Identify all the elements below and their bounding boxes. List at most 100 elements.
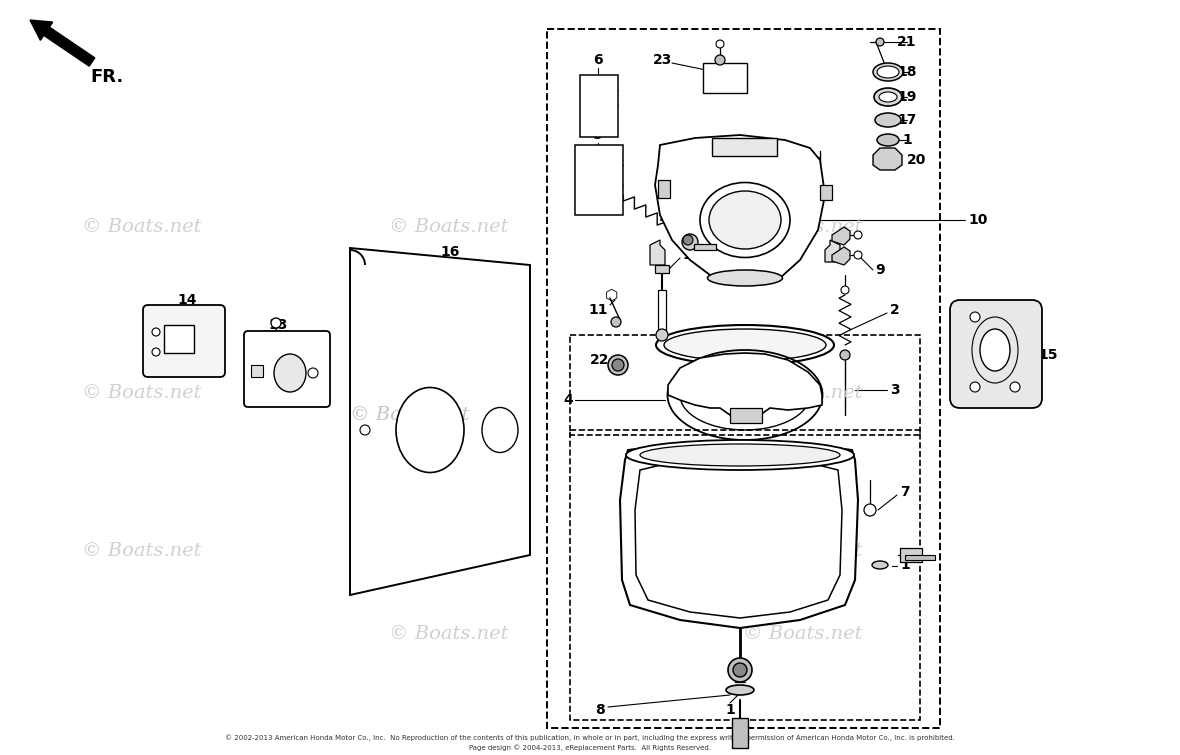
Polygon shape	[350, 248, 530, 595]
Text: 14: 14	[177, 293, 197, 307]
Text: © Boats.net: © Boats.net	[350, 406, 470, 424]
Bar	[164, 325, 194, 353]
Polygon shape	[825, 240, 840, 262]
Text: © Boats.net: © Boats.net	[742, 217, 863, 236]
Ellipse shape	[481, 408, 518, 452]
Ellipse shape	[396, 387, 464, 473]
Circle shape	[864, 504, 876, 516]
Bar	[570, 335, 920, 435]
Text: © Boats.net: © Boats.net	[742, 625, 863, 643]
Ellipse shape	[726, 685, 754, 695]
Bar	[730, 408, 762, 423]
Bar	[900, 548, 922, 562]
Text: 15: 15	[1038, 348, 1057, 362]
Text: 1: 1	[726, 703, 735, 717]
Circle shape	[854, 231, 863, 239]
Ellipse shape	[708, 270, 782, 286]
Ellipse shape	[627, 440, 854, 470]
Text: 18: 18	[897, 65, 917, 79]
Ellipse shape	[664, 329, 826, 361]
Text: © Boats.net: © Boats.net	[388, 625, 509, 643]
Text: 6: 6	[594, 53, 603, 67]
FancyBboxPatch shape	[950, 300, 1042, 408]
Text: © 2002-2013 American Honda Motor Co., Inc.  No Reproduction of the contents of t: © 2002-2013 American Honda Motor Co., In…	[225, 735, 955, 741]
Circle shape	[970, 312, 981, 322]
Circle shape	[733, 663, 747, 677]
Text: © Boats.net: © Boats.net	[742, 384, 863, 402]
Text: 16: 16	[440, 245, 460, 259]
Text: © Boats.net: © Boats.net	[81, 217, 202, 236]
Ellipse shape	[876, 113, 902, 127]
Text: 2: 2	[890, 303, 899, 317]
Text: © Boats.net: © Boats.net	[81, 384, 202, 402]
Ellipse shape	[656, 325, 834, 365]
Text: 22: 22	[590, 353, 610, 367]
Text: FR.: FR.	[90, 68, 123, 86]
Ellipse shape	[877, 134, 899, 146]
Text: 1: 1	[903, 133, 912, 147]
Circle shape	[841, 286, 848, 294]
Bar	[703, 63, 747, 93]
Circle shape	[840, 350, 850, 360]
Bar	[575, 145, 623, 215]
Bar	[905, 555, 935, 560]
Polygon shape	[668, 353, 822, 418]
Text: © Boats.net: © Boats.net	[388, 542, 509, 560]
Ellipse shape	[709, 191, 781, 249]
Text: 12: 12	[682, 248, 701, 262]
Text: 4: 4	[563, 393, 572, 407]
Ellipse shape	[981, 329, 1010, 371]
Circle shape	[715, 55, 725, 65]
Text: © Boats.net: © Boats.net	[388, 384, 509, 402]
Polygon shape	[650, 240, 666, 265]
Bar	[548, 29, 940, 728]
Circle shape	[360, 425, 371, 435]
Circle shape	[612, 359, 624, 371]
Circle shape	[728, 658, 752, 682]
Ellipse shape	[700, 183, 789, 257]
Text: 17: 17	[897, 113, 917, 127]
Polygon shape	[832, 227, 850, 245]
Circle shape	[1010, 382, 1020, 392]
Ellipse shape	[879, 92, 897, 102]
Bar	[820, 185, 832, 200]
Text: Page design © 2004-2013, eReplacement Parts.  All Rights Reserved.: Page design © 2004-2013, eReplacement Pa…	[468, 744, 712, 751]
Circle shape	[608, 355, 628, 375]
Circle shape	[683, 235, 693, 245]
FancyBboxPatch shape	[143, 305, 225, 377]
Ellipse shape	[874, 88, 902, 106]
Polygon shape	[832, 247, 850, 265]
Bar	[251, 365, 263, 377]
Text: 3: 3	[890, 383, 899, 397]
Circle shape	[152, 348, 160, 356]
Ellipse shape	[877, 66, 899, 78]
Polygon shape	[620, 440, 858, 628]
Bar	[732, 718, 748, 748]
Bar	[694, 244, 716, 250]
Text: 23: 23	[653, 53, 671, 67]
Text: © Boats.net: © Boats.net	[388, 217, 509, 236]
Circle shape	[308, 368, 317, 378]
Circle shape	[970, 382, 981, 392]
Text: 5: 5	[594, 128, 603, 142]
Circle shape	[716, 40, 725, 48]
Text: 11: 11	[589, 303, 608, 317]
Text: © Boats.net: © Boats.net	[742, 542, 863, 560]
Text: 9: 9	[876, 263, 885, 277]
Text: 1: 1	[900, 558, 910, 572]
Bar	[570, 430, 920, 720]
Text: 21: 21	[897, 35, 917, 49]
Bar	[712, 138, 776, 156]
Text: 10: 10	[968, 213, 988, 227]
Circle shape	[152, 328, 160, 336]
Ellipse shape	[640, 444, 840, 466]
Polygon shape	[873, 148, 902, 170]
FancyBboxPatch shape	[244, 331, 330, 407]
Ellipse shape	[872, 561, 889, 569]
Ellipse shape	[274, 354, 306, 392]
Circle shape	[611, 317, 621, 327]
Circle shape	[854, 251, 863, 259]
Text: 20: 20	[879, 154, 894, 164]
Bar	[655, 265, 669, 273]
FancyArrow shape	[30, 20, 94, 66]
